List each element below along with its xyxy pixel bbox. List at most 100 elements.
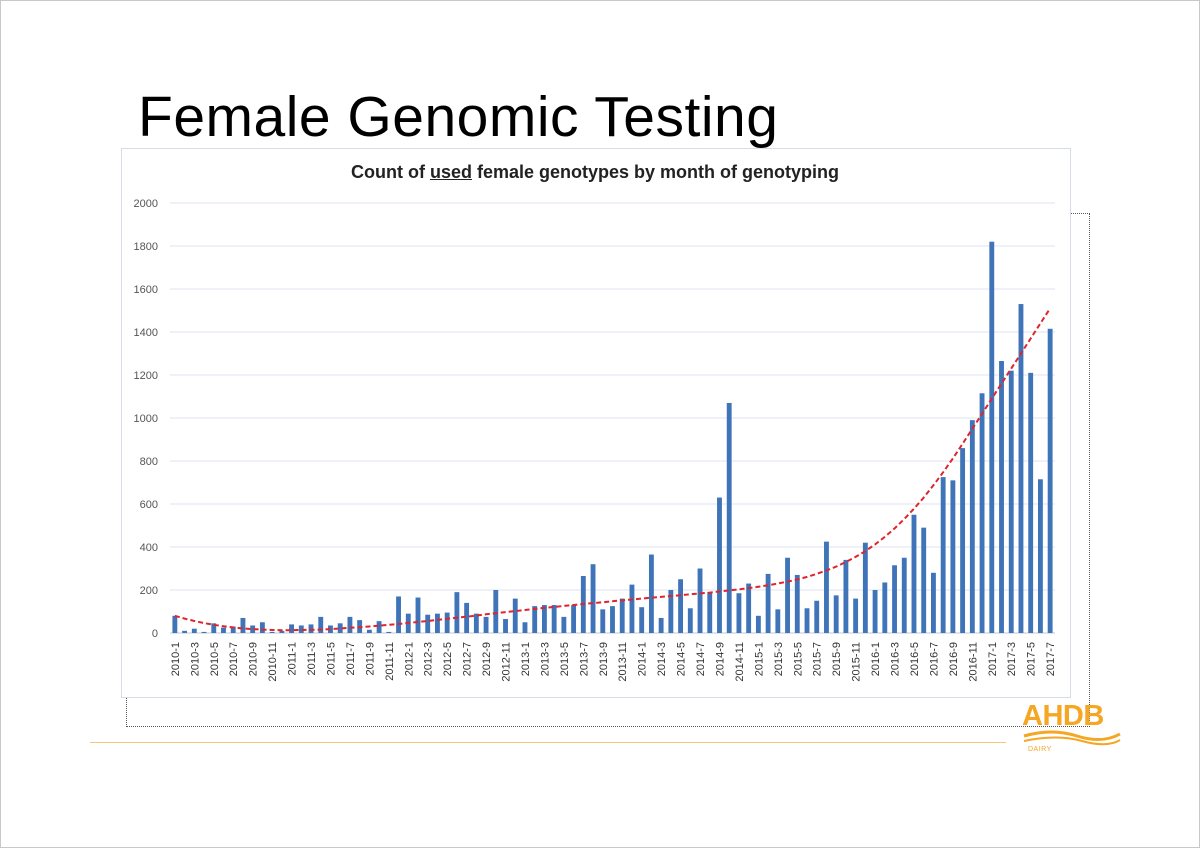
bar [435,613,440,633]
x-tick-label: 2016-5 [909,642,921,676]
x-tick-label: 2012-7 [462,642,474,676]
bar [678,579,684,633]
bar [172,615,178,633]
x-tick-label: 2015-3 [773,642,785,676]
x-tick-label: 2011-3 [306,642,318,675]
bar [824,541,829,633]
bar [376,621,382,633]
bar [785,557,790,633]
x-tick-label: 2015-9 [831,642,843,676]
bar [512,598,518,633]
bar [979,393,985,633]
x-tick-label: 2017-7 [1045,642,1057,676]
x-tick-label: 2010-1 [170,642,182,676]
x-tick-label: 2010-11 [267,642,279,682]
bar [619,598,625,633]
bar [717,497,722,633]
y-tick-label: 1800 [134,241,158,253]
bar [211,623,217,633]
x-tick-label: 2011-9 [364,642,376,675]
bar [755,615,761,633]
y-tick-label: 200 [140,585,158,597]
bar [308,624,314,633]
bar [765,573,771,633]
x-tick-label: 2012-9 [481,642,493,676]
y-tick-label: 1400 [134,327,158,339]
x-tick-label: 2016-7 [928,642,940,676]
x-tick-label: 2017-1 [987,642,999,676]
bar [493,590,499,633]
bar [931,572,936,633]
bar [289,624,294,633]
x-tick-label: 2010-9 [248,642,260,676]
bar [259,622,265,633]
x-tick-label: 2013-11 [617,642,629,682]
bar [668,590,674,633]
bar [736,593,742,633]
x-tick-label: 2014-9 [714,642,726,676]
x-tick-label: 2014-7 [695,642,707,676]
bar [648,554,654,633]
x-tick-label: 2015-1 [753,642,765,676]
y-tick-label: 400 [140,542,158,554]
bar [892,565,897,633]
bar [250,625,256,633]
bar [318,616,324,633]
x-tick-label: 2012-11 [501,642,513,682]
bar [687,608,693,633]
bar [746,583,752,633]
logo-swoosh-icon [1023,730,1121,746]
bar [571,605,577,633]
bar [454,592,460,633]
bar [911,514,917,633]
trend-line [174,307,1051,632]
bar [464,602,470,633]
bar [279,630,285,633]
ahdb-logo: AHDB DAIRY [1022,700,1122,760]
bar [950,480,956,633]
chart-title: Count of used female genotypes by month … [121,162,1069,183]
x-tick-label: 2010-7 [228,642,240,676]
bar [444,612,450,633]
x-tick-label: 2016-1 [870,642,882,676]
bar [872,590,878,633]
x-tick-label: 2016-9 [948,642,960,676]
bar [833,595,839,633]
x-tick-label: 2012-3 [423,642,435,676]
bar [590,564,596,633]
bar [396,596,401,633]
x-tick-label: 2014-1 [637,642,649,676]
bar [999,361,1004,633]
x-tick-label: 2012-5 [442,642,454,676]
bar [804,608,810,633]
bar [269,631,275,633]
footer-rule [90,742,1006,743]
bar [814,600,820,633]
bar [639,607,645,633]
bar [1037,479,1043,633]
x-tick-label: 2013-3 [539,642,551,676]
chart-title-part-1: Count of [350,162,430,182]
bar [862,542,868,633]
bar [386,631,392,633]
bar [989,241,995,633]
slide-title: Female Genomic Testing [138,85,779,149]
bar [541,605,547,633]
bar [960,448,966,633]
bar [843,559,849,633]
bar [1028,372,1034,633]
x-tick-label: 2017-3 [1006,642,1018,676]
x-tick-label: 2015-7 [812,642,824,676]
y-tick-label: 0 [152,628,158,640]
bar [221,627,226,633]
bar [503,619,508,633]
bar [561,616,567,633]
logo-subtitle: DAIRY [1028,746,1052,753]
chart-title-part-3: female genotypes by month of genotyping [471,162,840,182]
x-tick-label: 2011-1 [287,642,299,675]
bar [532,606,538,633]
y-tick-label: 1600 [134,284,158,296]
bar [298,625,304,633]
bar [366,629,372,633]
bar [182,630,188,633]
